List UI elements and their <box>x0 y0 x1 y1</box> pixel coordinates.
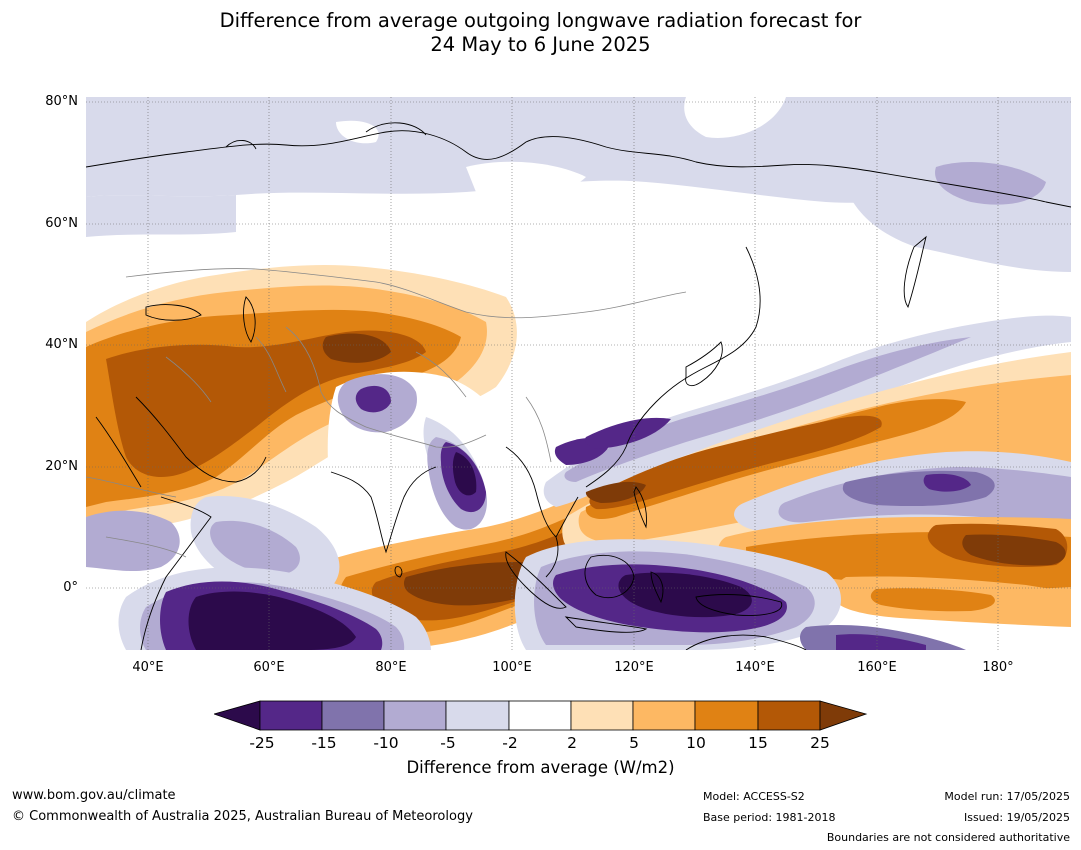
lon-label-140e: 140°E <box>735 660 775 675</box>
lon-label-80e: 80°E <box>375 660 407 675</box>
map-svg <box>86 97 1071 650</box>
gridlines <box>86 97 1071 650</box>
colorbar-segment-m2-2 <box>508 700 572 731</box>
country-borders <box>86 268 687 558</box>
title-line-2: 24 May to 6 June 2025 <box>430 33 651 56</box>
colorbar-segment-m25-m15 <box>259 700 323 731</box>
colorbar-segment-gt-25 <box>819 700 868 731</box>
coastlines <box>86 122 1071 650</box>
maritime-continent-negative-anomaly <box>514 539 966 650</box>
colorbar-tick: 25 <box>810 734 830 752</box>
colorbar <box>214 700 868 731</box>
arctic-negative-anomaly <box>86 97 1071 272</box>
chart-title: Difference from average outgoing longwav… <box>0 9 1081 57</box>
lat-label-20n: 20°N <box>45 459 78 474</box>
colorbar-segment-15-25 <box>757 700 821 731</box>
issued-date: Issued: 19/05/2025 <box>963 811 1070 824</box>
colorbar-tick: -15 <box>311 734 337 752</box>
model-name: Model: ACCESS-S2 <box>703 790 805 803</box>
colorbar-tick: -5 <box>440 734 456 752</box>
colorbar-segment-m10-m5 <box>383 700 447 731</box>
colorbar-tick: 2 <box>567 734 577 752</box>
title-line-1: Difference from average outgoing longwav… <box>219 9 862 32</box>
southern-indian-ocean-negative-anomaly <box>118 567 431 650</box>
website-link[interactable]: www.bom.gov.au/climate <box>12 788 176 803</box>
lon-label-160e: 160°E <box>857 660 897 675</box>
colorbar-segment-2-5 <box>570 700 634 731</box>
colorbar-label: Difference from average (W/m2) <box>406 758 675 777</box>
colorbar-segment-m15-m10 <box>321 700 385 731</box>
colorbar-tick: -10 <box>373 734 399 752</box>
south-asia-anomaly <box>327 371 510 564</box>
colorbar-segment-5-10 <box>632 700 696 731</box>
colorbar-tick: 10 <box>686 734 706 752</box>
colorbar-tick: -25 <box>249 734 275 752</box>
ola-anomaly-map <box>86 97 1071 650</box>
lat-label-80n: 80°N <box>45 94 78 109</box>
lon-label-40e: 40°E <box>132 660 164 675</box>
base-period: Base period: 1981-2018 <box>703 811 836 824</box>
lat-label-0: 0° <box>63 580 78 595</box>
lat-label-40n: 40°N <box>45 337 78 352</box>
colorbar-tick: 5 <box>629 734 639 752</box>
model-run-date: Model run: 17/05/2025 <box>944 790 1070 803</box>
colorbar-tick: -2 <box>502 734 518 752</box>
colorbar-segment-10-15 <box>694 700 759 731</box>
east-asia-negative-band <box>543 315 1071 507</box>
lon-label-120e: 120°E <box>614 660 654 675</box>
colorbar-tick: 15 <box>748 734 768 752</box>
lat-label-60n: 60°N <box>45 216 78 231</box>
copyright-text: © Commonwealth of Australia 2025, Austra… <box>12 809 473 824</box>
boundaries-disclaimer: Boundaries are not considered authoritat… <box>826 831 1070 844</box>
lon-label-60e: 60°E <box>253 660 285 675</box>
lon-label-100e: 100°E <box>492 660 532 675</box>
central-asia-positive-anomaly <box>86 264 517 537</box>
colorbar-segment-m5-m2 <box>445 700 510 731</box>
lon-label-180: 180° <box>982 660 1014 675</box>
colorbar-segment-lt-25 <box>214 700 261 731</box>
